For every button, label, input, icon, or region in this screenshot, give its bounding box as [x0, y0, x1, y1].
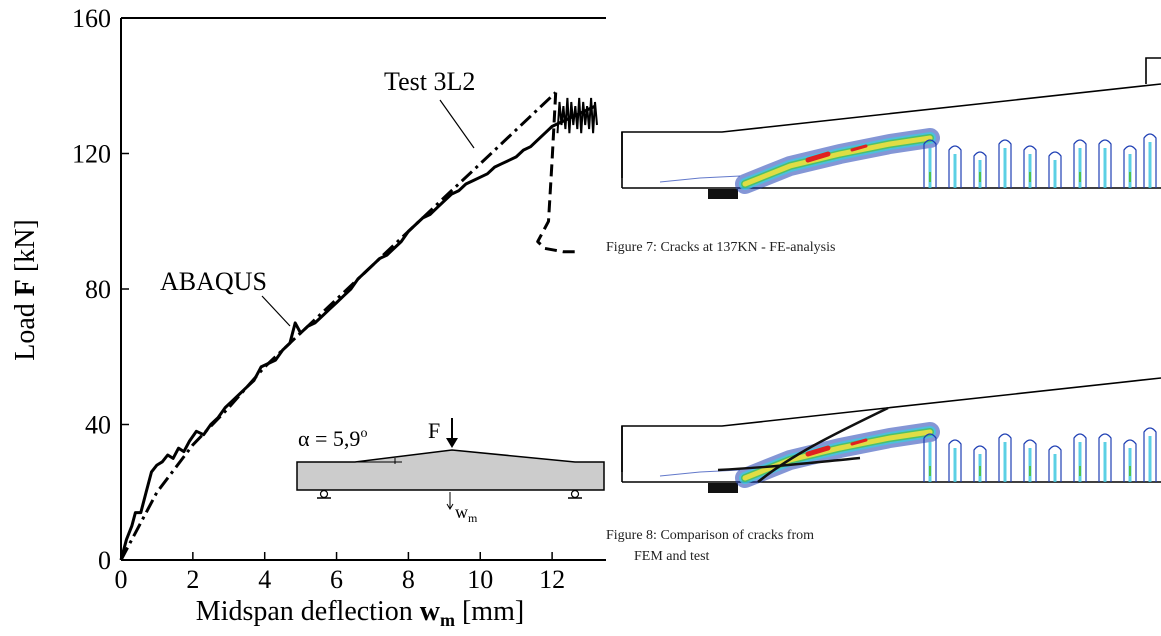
series-test-3l2-post-peak	[536, 92, 578, 254]
flexural-crack-contour	[1098, 433, 1112, 482]
flexural-crack-contour	[1073, 433, 1087, 482]
flexural-crack-contour	[1123, 145, 1137, 188]
fig8-beam-crack-comparison	[621, 377, 1161, 493]
crack-contour-tail	[659, 469, 741, 477]
x-axis-label: Midspan deflection wm [mm]	[196, 596, 524, 630]
beam-support-block	[708, 483, 738, 493]
inset-beam-shape	[296, 449, 605, 491]
series-test-3l2-noise	[556, 97, 598, 134]
flexural-crack-contour	[973, 151, 987, 188]
x-tick-label: 2	[186, 565, 199, 594]
crack-contour-tail	[659, 175, 741, 183]
inset-force-label: F	[428, 418, 440, 443]
fig8-caption-line2: FEM and test	[634, 549, 710, 564]
y-tick-label: 0	[98, 546, 111, 575]
y-axis-label: Load F [kN]	[10, 219, 41, 361]
y-tick-label: 80	[85, 275, 111, 304]
chart-ticks: 0 40 80 120 160 0 2 4 6 8 10 12	[72, 4, 565, 594]
flexural-crack-contour	[1073, 139, 1087, 188]
annotation-test: Test 3L2	[384, 67, 475, 96]
flexural-crack-contour	[1143, 427, 1157, 482]
x-tick-label: 4	[258, 565, 271, 594]
flexural-crack-contour	[1023, 439, 1037, 482]
fig7-caption: Figure 7: Cracks at 137KN - FE-analysis	[606, 240, 836, 255]
flexural-crack-contour	[1023, 145, 1037, 188]
crack-peak-red	[805, 445, 831, 457]
fig8-caption-line1: Figure 8: Comparison of cracks from	[606, 528, 815, 543]
x-tick-label: 0	[115, 565, 128, 594]
annotation-abaqus-leader	[261, 295, 291, 327]
inset-force-arrow-head	[446, 438, 458, 448]
inset-angle-label: α = 5,9o	[298, 426, 367, 451]
crack-peak-red	[805, 151, 831, 163]
beam-inset-diagram: Fα = 5,9o wm	[296, 418, 605, 525]
flexural-crack-contour	[1048, 151, 1062, 188]
series-test-3l2	[119, 91, 557, 561]
fig7-beam-crack-plot	[621, 57, 1161, 199]
flexural-crack-contour	[1098, 139, 1112, 188]
flexural-crack-contour	[1048, 445, 1062, 482]
flexural-crack-contour	[923, 139, 937, 188]
x-tick-label: 8	[402, 565, 415, 594]
y-tick-label: 40	[85, 411, 111, 440]
test-crack-line	[717, 456, 861, 472]
flexural-crack-contour	[1123, 439, 1137, 482]
x-tick-label: 12	[539, 565, 565, 594]
x-tick-label: 6	[330, 565, 343, 594]
flexural-crack-contour	[1143, 133, 1157, 188]
annotation-test-leader	[439, 99, 475, 149]
inset-deflection-arrow-head	[446, 503, 454, 510]
crack-peak-red	[850, 144, 868, 152]
flexural-crack-contour	[998, 433, 1012, 482]
chart-series	[119, 91, 598, 561]
y-tick-label: 120	[72, 140, 111, 169]
flexural-crack-contour	[998, 139, 1012, 188]
beam-load-plate	[1145, 57, 1161, 84]
annotation-abaqus: ABAQUS	[160, 267, 267, 296]
crack-contour-band	[742, 135, 933, 187]
inset-deflection-label: wm	[455, 502, 478, 525]
load-deflection-chart: 0 40 80 120 160 0 2 4 6 8 10 12 ABAQUS Test 3L2 Midsp…	[10, 4, 606, 630]
crack-peak-red	[850, 438, 868, 446]
x-tick-label: 10	[467, 565, 493, 594]
test-crack-line	[757, 406, 889, 484]
chart-labels: ABAQUS Test 3L2 Midspan deflection wm [mm]…	[10, 67, 524, 630]
flexural-crack-contour	[948, 439, 962, 482]
flexural-crack-contour	[923, 433, 937, 482]
flexural-crack-contour	[948, 145, 962, 188]
flexural-crack-contour	[973, 445, 987, 482]
y-tick-label: 160	[72, 4, 111, 33]
beam-support-block	[708, 189, 738, 199]
series-abaqus	[119, 104, 596, 561]
